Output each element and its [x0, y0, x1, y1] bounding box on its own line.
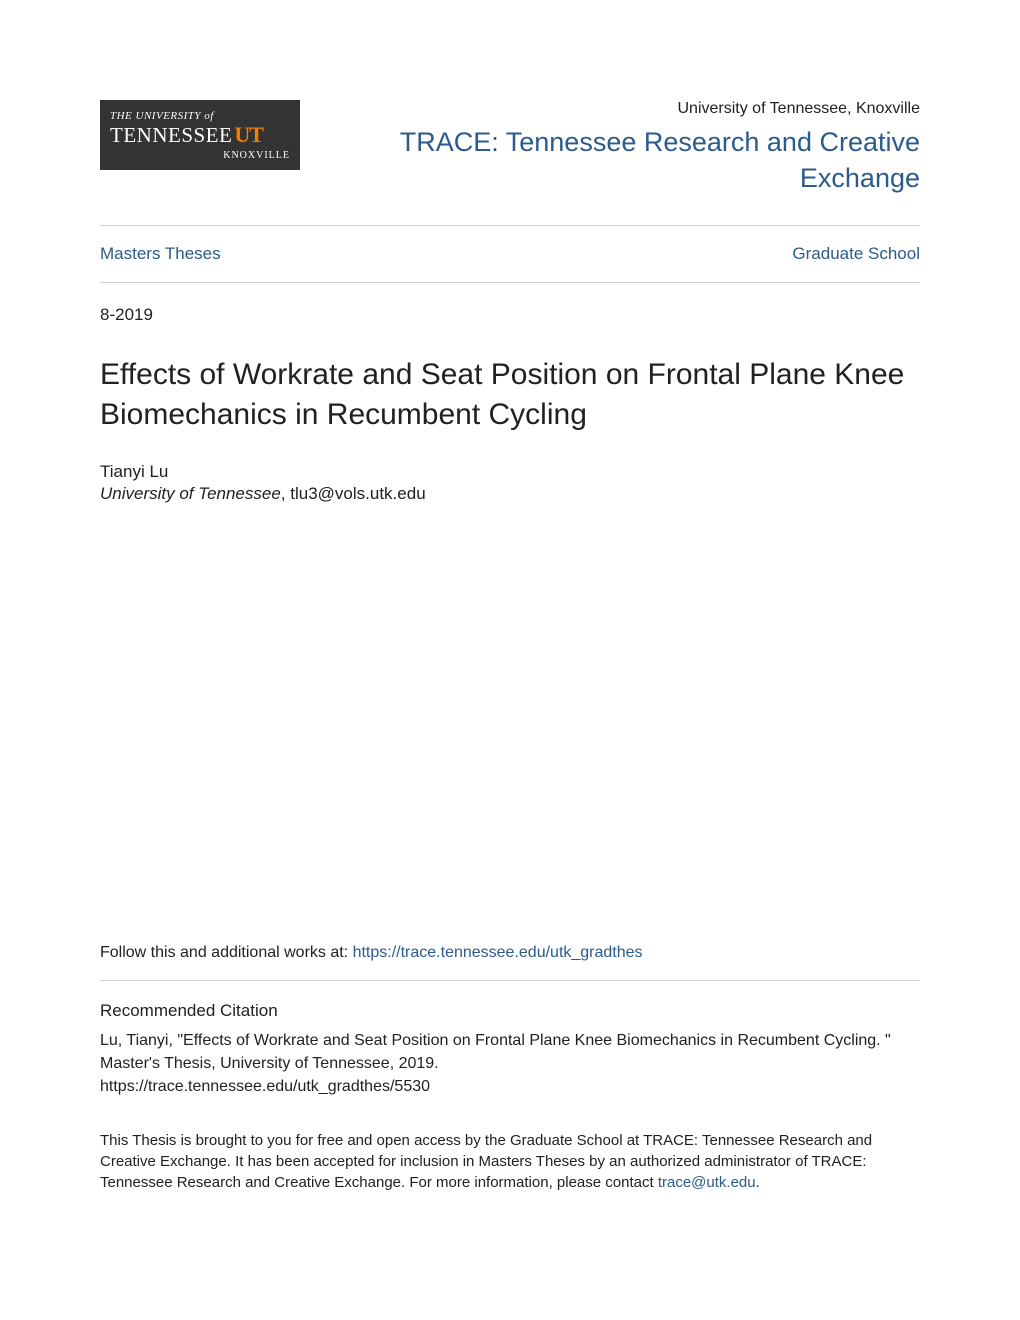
university-name: University of Tennessee, Knoxville [320, 100, 920, 118]
author-name: Tianyi Lu [100, 462, 920, 482]
repository-title-text: TRACE: Tennessee Research and Creative E… [400, 127, 920, 193]
citation-url: https://trace.tennessee.edu/utk_gradthes… [100, 1078, 430, 1095]
contact-link[interactable]: trace@utk.edu [658, 1174, 756, 1191]
divider-mid [100, 282, 920, 283]
logo-line1: THE UNIVERSITY of [110, 110, 290, 122]
document-title: Effects of Workrate and Seat Position on… [100, 355, 920, 436]
citation-heading: Recommended Citation [100, 1001, 920, 1021]
logo-accent: UT [234, 122, 263, 148]
follow-prefix: Follow this and additional works at: [100, 944, 353, 961]
disclaimer: This Thesis is brought to you for free a… [100, 1130, 920, 1193]
university-logo: THE UNIVERSITY of TENNESSEE UT KNOXVILLE [100, 100, 300, 170]
author-affiliation: University of Tennessee, tlu3@vols.utk.e… [100, 484, 920, 504]
publication-date: 8-2019 [100, 305, 920, 325]
citation-text: Lu, Tianyi, "Effects of Workrate and Sea… [100, 1032, 891, 1072]
logo-line3: KNOXVILLE [110, 150, 290, 161]
follow-link[interactable]: https://trace.tennessee.edu/utk_gradthes [353, 944, 643, 961]
repository-title[interactable]: TRACE: Tennessee Research and Creative E… [320, 124, 920, 197]
breadcrumb-row: Masters Theses Graduate School [100, 226, 920, 282]
logo-line2: TENNESSEE UT [110, 122, 290, 148]
header-right: University of Tennessee, Knoxville TRACE… [300, 100, 920, 197]
header-row: THE UNIVERSITY of TENNESSEE UT KNOXVILLE… [100, 100, 920, 197]
collection-link[interactable]: Masters Theses [100, 244, 221, 264]
divider-bottom [100, 980, 920, 981]
citation-body: Lu, Tianyi, "Effects of Workrate and Sea… [100, 1029, 920, 1099]
document-page: THE UNIVERSITY of TENNESSEE UT KNOXVILLE… [0, 0, 1020, 1320]
follow-line: Follow this and additional works at: htt… [100, 944, 920, 962]
logo-wordmark: TENNESSEE [110, 123, 232, 148]
author-affil-rest: , tlu3@vols.utk.edu [281, 484, 426, 503]
school-link[interactable]: Graduate School [792, 244, 920, 264]
author-affil-italic: University of Tennessee [100, 484, 281, 503]
disclaimer-suffix: . [756, 1174, 760, 1191]
